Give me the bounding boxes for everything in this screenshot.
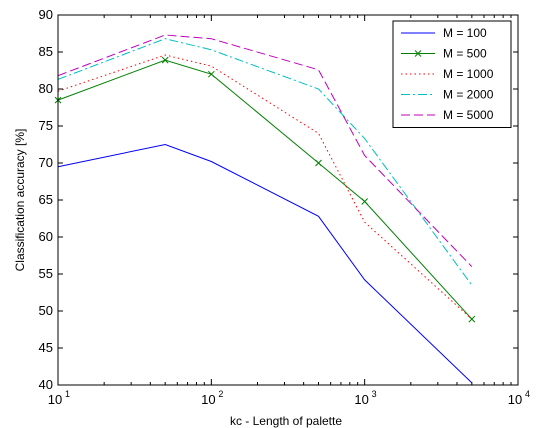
series-line-2 [57,59,473,320]
x-tick-label: 10 [354,392,368,407]
y-tick-label: 75 [39,118,53,133]
y-tick-label: 80 [39,81,53,96]
x-tick-label: 10 [48,392,62,407]
series-marker [315,159,322,167]
legend-box [392,20,512,128]
series-line-1 [57,143,473,384]
y-tick-label: 40 [39,377,53,392]
legend-label-3: M = 1000 [443,67,494,81]
y-axis-label: Classification accuracy [%] [13,129,27,272]
y-tick-label: 60 [39,229,53,244]
legend-label-5: M = 5000 [443,108,494,122]
series-line-4 [57,38,473,286]
series-marker [161,56,169,64]
y-tick-label: 50 [39,303,53,318]
y-tick-label: 90 [39,7,53,22]
x-tick-exponent: 1 [65,389,70,399]
x-tick-label: 10 [201,392,215,407]
y-tick-label: 70 [39,155,53,170]
legend-label-2: M = 500 [443,47,487,61]
y-tick-label: 45 [39,340,53,355]
series-marker [468,315,476,323]
series-line-5 [57,34,473,267]
legend-label-1: M = 100 [443,26,487,40]
series-layer [54,34,476,384]
x-tick-exponent: 4 [525,389,530,399]
legend: M = 100 M = 500 M = 1000 M = 2000 M = 5000 [392,20,512,128]
legend-marker [414,50,422,57]
y-tick-label: 85 [39,44,53,59]
y-tick-label: 55 [39,266,53,281]
x-tick-exponent: 2 [218,389,223,399]
y-tick-label: 65 [39,192,53,207]
x-axis-label: kc - Length of palette [230,414,342,428]
x-tick-exponent: 3 [372,389,377,399]
series-marker [207,70,215,78]
series-marker [361,198,369,205]
legend-label-4: M = 2000 [443,88,494,102]
x-tick-label: 10 [508,392,522,407]
